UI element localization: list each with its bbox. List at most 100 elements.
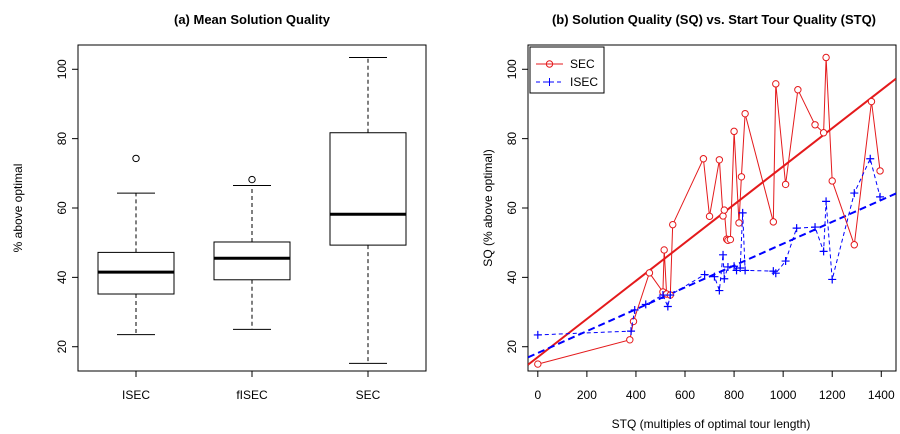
fit-line-sec [528, 77, 896, 366]
data-point [876, 167, 884, 175]
y-tick-label: 60 [505, 201, 519, 215]
data-point [876, 192, 885, 201]
box-plot-y-axis-label: % above optimal [11, 164, 25, 253]
box-isec [97, 154, 175, 336]
x-tick-label: 800 [724, 388, 744, 402]
data-point [534, 360, 542, 368]
data-point [720, 206, 728, 214]
y-tick-label: 20 [55, 340, 69, 354]
data-point [819, 129, 828, 137]
data-point [730, 127, 738, 136]
data-point [666, 291, 675, 300]
legend-sec-label: SEC [570, 57, 595, 71]
scatter-y-ticks: 20 40 60 80 100 [505, 59, 528, 353]
data-point [705, 212, 714, 221]
data-point [741, 109, 749, 118]
scatter-panel: (b) Solution Quality (SQ) vs. Start Tour… [481, 12, 897, 431]
x-tick-label: 1200 [819, 388, 846, 402]
outlier-point [132, 154, 140, 163]
data-point [811, 121, 819, 129]
box-plot-panel: (a) Mean Solution Quality % above optima… [11, 12, 427, 402]
data-point [719, 250, 728, 259]
data-point [828, 275, 837, 284]
box-iqr [213, 241, 291, 281]
data-point [850, 241, 858, 249]
data-point [641, 300, 650, 309]
data-point [794, 86, 802, 94]
data-point [741, 266, 750, 275]
data-point [738, 208, 747, 217]
y-tick-label: 40 [55, 270, 69, 284]
x-tick-label: fISEC [236, 388, 268, 402]
data-point [772, 80, 780, 88]
data-point [735, 219, 743, 227]
x-tick-label: SEC [356, 388, 381, 402]
box-iqr [329, 132, 407, 246]
legend-isec-marker [545, 78, 554, 86]
data-point [533, 330, 542, 339]
data-point [630, 305, 639, 314]
data-point [781, 180, 790, 189]
data-point [626, 336, 634, 344]
data-point [822, 53, 830, 62]
data-point [723, 262, 732, 271]
x-tick-label: ISEC [122, 388, 150, 402]
series-sec [534, 53, 884, 368]
data-point [726, 235, 735, 244]
data-point [710, 272, 719, 281]
data-point [720, 274, 729, 283]
y-tick-label: 100 [505, 59, 519, 79]
data-point [819, 247, 828, 256]
legend-box [529, 46, 605, 94]
series-line [537, 157, 881, 336]
y-tick-label: 80 [55, 132, 69, 146]
data-point [771, 269, 780, 278]
data-point [699, 155, 708, 163]
scatter-x-ticks: 0 200 400 600 800 1000 1200 1400 [534, 371, 895, 402]
data-point [736, 263, 745, 272]
scatter-series [533, 53, 885, 368]
data-point [769, 218, 778, 226]
fit-line-isec [528, 192, 896, 359]
x-tick-label: 0 [534, 388, 541, 402]
data-point [867, 97, 876, 106]
data-point [828, 177, 836, 185]
outlier-point [248, 175, 256, 184]
box-fisec [213, 175, 291, 330]
x-tick-label: 1400 [868, 388, 895, 402]
scatter-x-axis-label: STQ (multiples of optimal tour length) [612, 417, 811, 431]
data-point [719, 212, 727, 220]
data-point [715, 156, 724, 164]
legend-isec-label: ISEC [570, 75, 598, 89]
data-point [663, 302, 672, 311]
data-point [781, 257, 790, 266]
scatter-title: (b) Solution Quality (SQ) vs. Start Tour… [552, 12, 876, 27]
x-tick-label: 200 [577, 388, 597, 402]
box-plot-boxes [97, 56, 407, 364]
scatter-y-axis-label: SQ (% above optimal) [481, 149, 495, 266]
data-point [811, 223, 820, 232]
y-tick-label: 40 [505, 270, 519, 284]
y-tick-label: 80 [505, 132, 519, 146]
y-tick-label: 60 [55, 201, 69, 215]
x-tick-label: 400 [626, 388, 646, 402]
data-point [645, 269, 654, 277]
data-point [660, 246, 668, 254]
data-point [627, 327, 636, 336]
series-isec [533, 154, 885, 339]
x-tick-label: 600 [675, 388, 695, 402]
regression-lines [528, 77, 896, 366]
data-point [850, 189, 859, 198]
data-point [866, 154, 875, 163]
data-point [822, 197, 831, 206]
data-point [700, 270, 709, 279]
data-point [737, 173, 746, 181]
legend-sec-marker [545, 60, 554, 68]
x-tick-label: 1000 [770, 388, 797, 402]
box-plot-y-ticks: 20 40 60 80 100 [55, 59, 78, 353]
box-plot-x-tick-labels: ISEC fISEC SEC [122, 371, 381, 402]
box-sec [329, 56, 407, 364]
y-tick-label: 20 [505, 340, 519, 354]
box-plot-title: (a) Mean Solution Quality [174, 12, 331, 27]
